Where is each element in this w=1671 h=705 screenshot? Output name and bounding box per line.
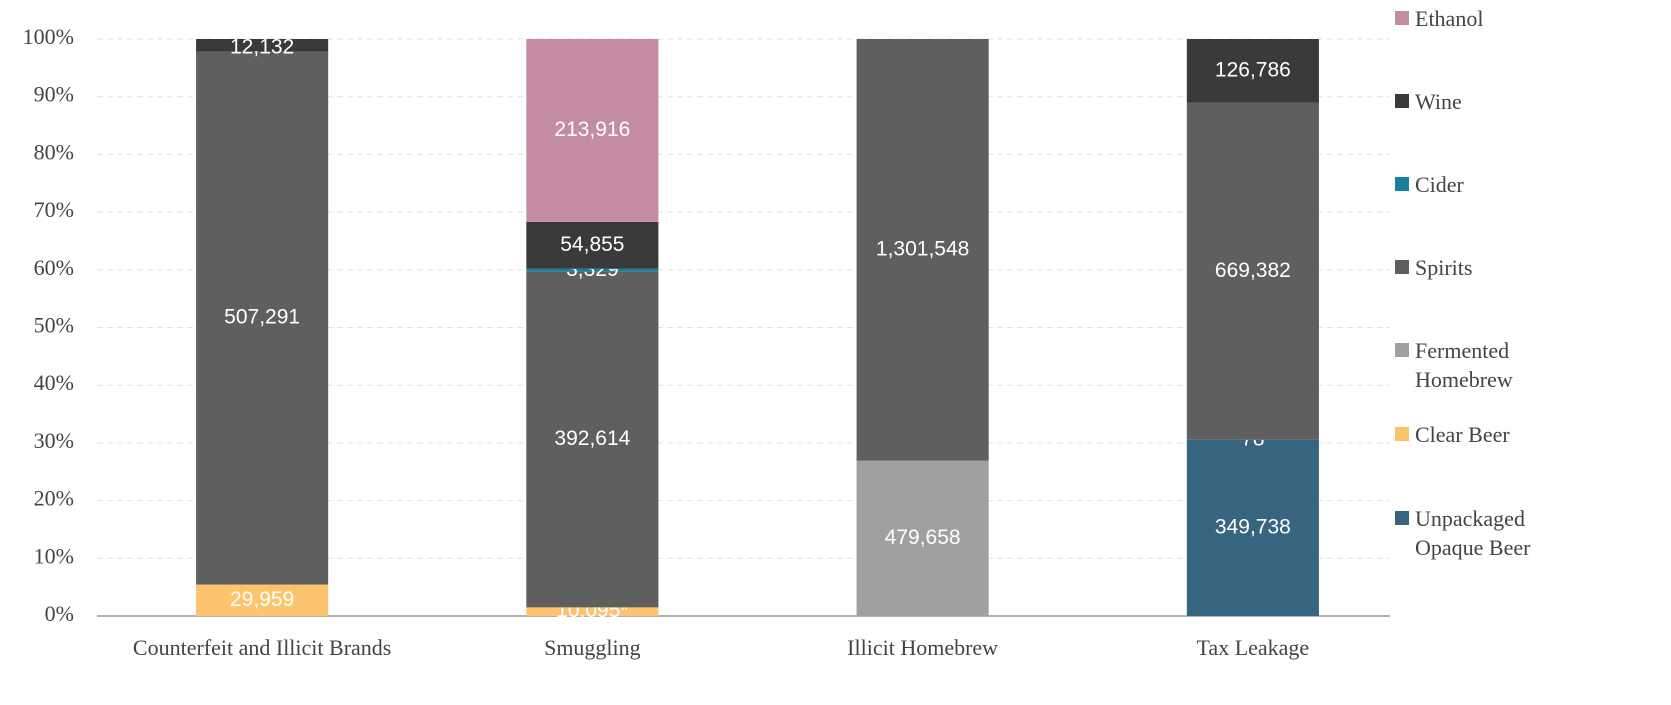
legend-item: Ethanol xyxy=(1395,4,1545,33)
bar-segment xyxy=(526,271,659,608)
data-label: 669,382 xyxy=(1215,259,1291,282)
legend-label: Ethanol xyxy=(1415,6,1484,31)
y-tick-label: 100% xyxy=(23,24,74,49)
bar-segment xyxy=(1186,102,1319,440)
y-tick-label: 20% xyxy=(34,486,74,511)
data-label: 12,132 xyxy=(230,36,294,59)
y-tick-label: 90% xyxy=(34,82,74,107)
bar-segment xyxy=(196,39,329,52)
legend-item: Cider xyxy=(1395,170,1545,199)
legend-item: Fermented Homebrew xyxy=(1395,336,1545,394)
bar-segment xyxy=(1186,39,1319,103)
bar-segment xyxy=(196,51,329,585)
bar-segment xyxy=(526,607,659,616)
y-tick-label: 50% xyxy=(34,313,74,338)
y-tick-label: 80% xyxy=(34,139,74,164)
x-tick-label: Smuggling xyxy=(544,635,641,660)
legend-swatch xyxy=(1395,260,1409,274)
legend-label: Unpackaged Opaque Beer xyxy=(1415,506,1531,560)
legend-swatch xyxy=(1395,177,1409,191)
y-tick-label: 30% xyxy=(34,428,74,453)
bar-segment xyxy=(196,584,329,616)
x-tick-label: Tax Leakage xyxy=(1197,635,1310,660)
y-tick-label: 0% xyxy=(45,601,74,626)
legend-label: Spirits xyxy=(1415,255,1473,280)
legend-item: Clear Beer xyxy=(1395,420,1545,449)
legend-swatch xyxy=(1395,11,1409,25)
data-label: 479,658 xyxy=(885,526,961,549)
bar-segment xyxy=(526,268,659,272)
data-label: 1,301,548 xyxy=(876,237,969,260)
data-label: 213,916 xyxy=(554,118,630,141)
x-tick-label: Illicit Homebrew xyxy=(847,635,998,660)
legend-label: Cider xyxy=(1415,172,1464,197)
legend-swatch xyxy=(1395,511,1409,525)
legend-label: Wine xyxy=(1415,89,1462,114)
data-label: 392,614 xyxy=(554,427,630,450)
y-tick-label: 10% xyxy=(34,543,74,568)
legend-swatch xyxy=(1395,343,1409,357)
legend-label: Fermented Homebrew xyxy=(1415,338,1513,392)
bar-segment xyxy=(856,39,989,461)
data-label: 54,855 xyxy=(560,233,624,256)
data-label: 507,291 xyxy=(224,306,300,329)
data-label: 29,959 xyxy=(230,588,294,611)
legend-label: Clear Beer xyxy=(1415,422,1510,447)
bar-segment xyxy=(1186,439,1319,616)
bar-segment xyxy=(526,39,659,222)
legend-item: Spirits xyxy=(1395,253,1545,282)
legend-swatch xyxy=(1395,94,1409,108)
y-tick-label: 40% xyxy=(34,370,74,395)
legend-item: Wine xyxy=(1395,87,1545,116)
data-label: 126,786 xyxy=(1215,58,1291,81)
y-tick-label: 70% xyxy=(34,197,74,222)
legend-swatch xyxy=(1395,427,1409,441)
chart: 0% 10% 20% 30% 40% 50% 60% 70% 80% 90% 100% Counter… xyxy=(23,24,1390,660)
legend-item: Unpackaged Opaque Beer xyxy=(1395,504,1545,562)
bar-segment xyxy=(856,460,989,616)
data-label: 349,738 xyxy=(1215,516,1291,539)
bar-segment xyxy=(526,221,659,269)
y-tick-label: 60% xyxy=(34,255,74,280)
x-tick-label: Counterfeit and Illicit Brands xyxy=(133,635,391,660)
